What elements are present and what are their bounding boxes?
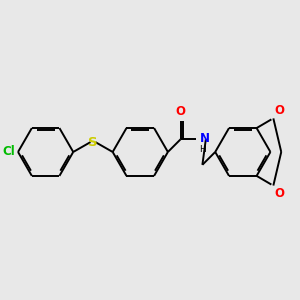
- Text: N: N: [200, 132, 209, 145]
- Text: S: S: [88, 136, 98, 148]
- Text: Cl: Cl: [2, 146, 15, 158]
- Text: O: O: [274, 187, 284, 200]
- Text: H: H: [200, 145, 206, 154]
- Text: O: O: [274, 104, 284, 117]
- Text: O: O: [176, 106, 186, 118]
